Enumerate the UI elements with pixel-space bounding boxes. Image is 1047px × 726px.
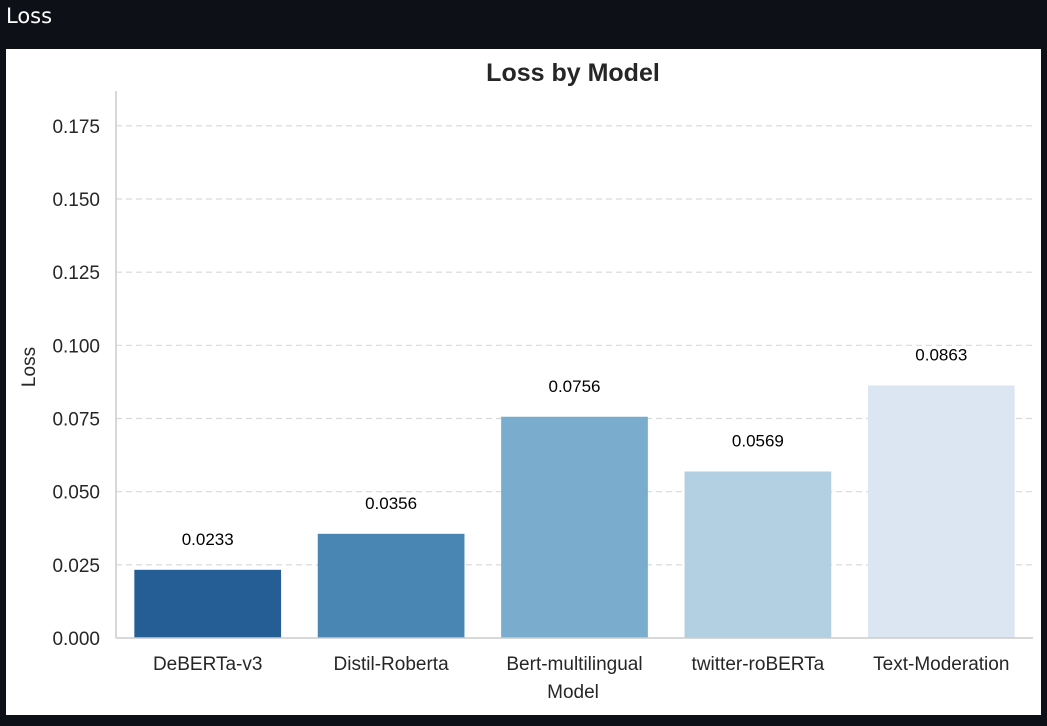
y-axis-title: Loss — [19, 347, 40, 387]
chart-panel: 0.000 0.025 0.050 0.075 0.100 0.125 0.150 0.175… — [6, 49, 1041, 715]
data-label: 0.0233 — [182, 530, 234, 549]
y-tick-label: 0.100 — [52, 336, 100, 357]
x-tick-label: twitter-roBERTa — [692, 654, 825, 675]
x-tick-label: DeBERTa-v3 — [153, 654, 262, 675]
y-tick-label: 0.025 — [52, 556, 100, 577]
y-tick-label: 0.000 — [52, 629, 100, 650]
bar-chart: 0.000 0.025 0.050 0.075 0.100 0.125 0.150 0.175… — [19, 59, 1033, 703]
y-tick-label: 0.150 — [52, 190, 100, 211]
bar — [867, 385, 1015, 638]
bar — [317, 533, 465, 638]
window-title: Loss — [6, 4, 53, 28]
x-tick-label: Text-Moderation — [873, 654, 1009, 675]
x-tick-label: Bert-multilingual — [506, 654, 642, 675]
y-tick-labels: 0.000 0.025 0.050 0.075 0.100 0.125 0.150 0.175 — [52, 117, 100, 650]
y-tick-label: 0.125 — [52, 263, 100, 284]
data-label: 0.0356 — [365, 494, 417, 513]
bar — [501, 416, 648, 638]
bar — [684, 471, 832, 638]
data-label: 0.0756 — [549, 377, 601, 396]
y-tick-label: 0.175 — [52, 117, 100, 138]
y-tick-label: 0.075 — [52, 409, 100, 430]
x-tick-labels: DeBERTa-v3 Distil-Roberta Bert-multilingua… — [153, 654, 1009, 675]
x-tick-label: Distil-Roberta — [334, 654, 450, 675]
x-axis-title: Model — [547, 682, 599, 703]
data-label: 0.0569 — [732, 432, 784, 451]
y-tick-label: 0.050 — [52, 483, 100, 504]
data-labels: 0.0233 0.0356 0.0756 0.0569 0.0863 — [182, 346, 968, 549]
bars — [134, 385, 1015, 638]
data-label: 0.0863 — [915, 346, 967, 365]
bar — [134, 569, 282, 638]
chart-title: Loss by Model — [486, 59, 660, 87]
